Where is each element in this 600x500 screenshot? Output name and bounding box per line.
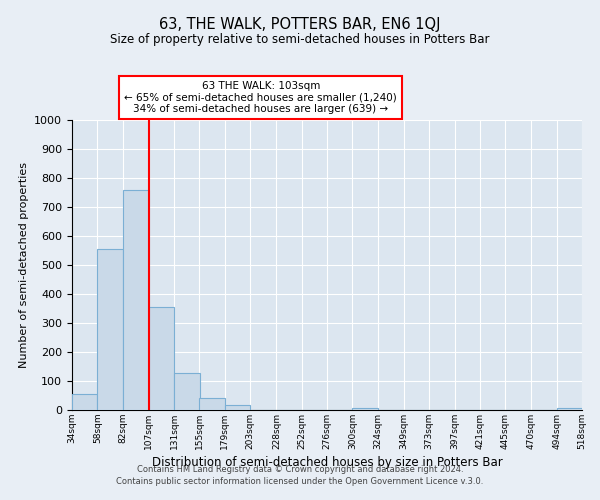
Bar [174,373,199,410]
Text: 63, THE WALK, POTTERS BAR, EN6 1QJ: 63, THE WALK, POTTERS BAR, EN6 1QJ [159,18,441,32]
Bar [97,249,122,410]
Text: 63 THE WALK: 103sqm
← 65% of semi-detached houses are smaller (1,240)
34% of sem: 63 THE WALK: 103sqm ← 65% of semi-detach… [124,81,397,114]
Bar [352,408,377,410]
Bar [122,190,149,410]
X-axis label: Distribution of semi-detached houses by size in Potters Bar: Distribution of semi-detached houses by … [152,456,502,469]
Text: Size of property relative to semi-detached houses in Potters Bar: Size of property relative to semi-detach… [110,32,490,46]
Y-axis label: Number of semi-detached properties: Number of semi-detached properties [19,162,29,368]
Text: Contains public sector information licensed under the Open Government Licence v.: Contains public sector information licen… [116,476,484,486]
Bar [557,408,582,410]
Bar [149,307,174,410]
Bar [225,405,250,410]
Text: Contains HM Land Registry data © Crown copyright and database right 2024.: Contains HM Land Registry data © Crown c… [137,466,463,474]
Bar [72,394,97,410]
Bar [199,398,225,410]
